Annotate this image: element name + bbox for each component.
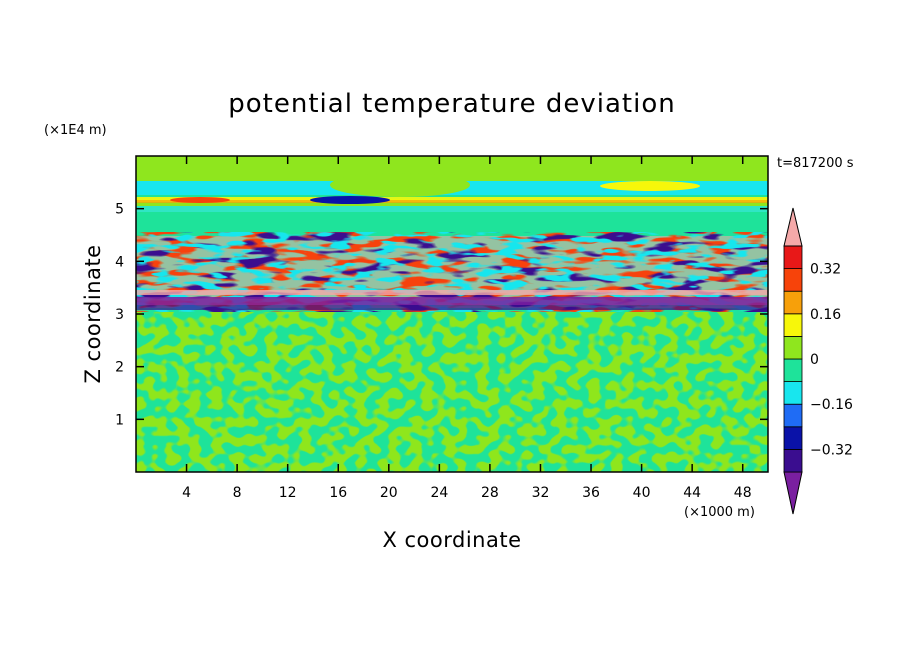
upper-yellow-band — [136, 197, 768, 202]
y-tick-label: 5 — [115, 202, 124, 218]
x-axis: 4 8 12 16 20 24 28 32 36 40 44 48 — [182, 156, 752, 501]
time-label: t=817200 s — [777, 156, 854, 171]
chart-title: potential temperature deviation — [228, 89, 675, 119]
colorbar-box — [783, 381, 803, 405]
y-tick-label: 3 — [115, 307, 124, 323]
colorbar-box — [783, 426, 803, 450]
x-tick-label: 12 — [279, 485, 297, 501]
x-tick-label: 4 — [182, 485, 191, 501]
x-tick-label: 28 — [481, 485, 499, 501]
upper-cyan-band-2 — [136, 206, 768, 212]
y-axis-label: Z coordinate — [81, 244, 105, 383]
middle-purple-band — [136, 297, 768, 305]
colorbar-box — [783, 403, 803, 428]
x-tick-label: 32 — [532, 485, 550, 501]
lower-layer-noise — [136, 311, 768, 472]
upper-green-band-2 — [136, 212, 768, 232]
colorbar-max-triangle — [783, 207, 803, 247]
y-tick-label: 4 — [115, 254, 124, 270]
colorbar-box — [783, 313, 803, 337]
x-tick-label: 24 — [430, 485, 448, 501]
x-tick-label: 40 — [633, 485, 651, 501]
x-unit-label: (×1000 m) — [684, 505, 755, 520]
y-tick-label: 2 — [115, 360, 124, 376]
colorbar-min-triangle — [783, 471, 803, 515]
x-axis-label: X coordinate — [382, 528, 521, 552]
plot-area — [136, 156, 768, 472]
colorbar-tick-label: −0.16 — [810, 397, 853, 413]
y-axis: 1 2 3 4 5 — [115, 202, 768, 428]
x-tick-label: 48 — [734, 485, 752, 501]
colorbar-box — [783, 335, 803, 360]
colorbar-box — [783, 290, 803, 315]
x-tick-label: 44 — [683, 485, 701, 501]
colorbar-tick-label: 0 — [810, 352, 819, 368]
middle-pink-band — [136, 290, 768, 295]
y-unit-label: (×1E4 m) — [44, 123, 107, 138]
y-tick-label: 1 — [115, 412, 124, 428]
x-tick-label: 36 — [582, 485, 600, 501]
colorbar-box — [783, 245, 803, 270]
x-tick-label: 20 — [380, 485, 398, 501]
middle-blue-band — [136, 305, 768, 310]
x-tick-label: 16 — [329, 485, 347, 501]
upper-blob-3 — [310, 196, 390, 204]
x-tick-label: 8 — [233, 485, 242, 501]
upper-blob-4 — [170, 197, 230, 203]
upper-blob-1 — [600, 181, 700, 191]
colorbar-box — [783, 448, 803, 473]
upper-blob-2 — [330, 173, 470, 197]
colorbar-tick-label: −0.32 — [810, 442, 853, 458]
colorbar-box — [783, 358, 803, 383]
colorbar: 0.32 0.16 0 −0.16 −0.32 — [783, 207, 853, 515]
colorbar-tick-label: 0.16 — [810, 307, 841, 323]
colorbar-box — [783, 268, 803, 292]
colorbar-tick-label: 0.32 — [810, 262, 841, 278]
upper-orange-band — [136, 200, 768, 203]
